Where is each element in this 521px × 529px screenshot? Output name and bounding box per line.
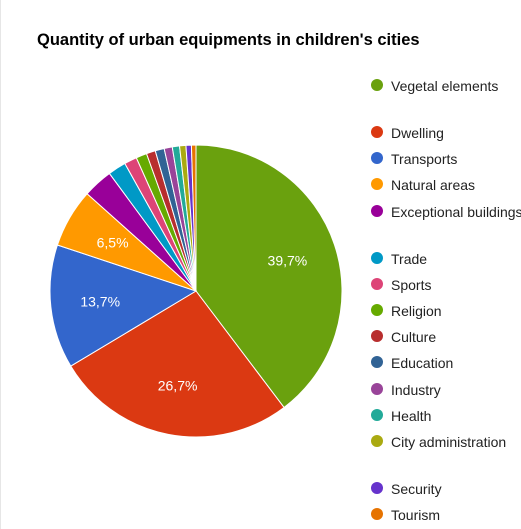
slice-data-label: 26,7% — [158, 378, 198, 394]
legend-item[interactable]: Education — [371, 354, 521, 373]
slice-data-label: 39,7% — [268, 252, 308, 268]
legend-swatch — [371, 408, 383, 421]
legend-item[interactable]: Industry — [371, 381, 521, 400]
legend-label: Culture — [391, 329, 437, 346]
legend-item[interactable]: Exceptional buildings — [371, 203, 521, 222]
legend-label: Sports — [391, 276, 432, 293]
legend-swatch — [371, 204, 383, 217]
legend-label: Religion — [391, 303, 442, 319]
slice-data-label: 13,7% — [80, 294, 120, 310]
legend-item[interactable]: Natural areas — [371, 176, 521, 195]
pie-slice-2[interactable] — [49, 244, 198, 367]
legend-label: Health — [391, 407, 432, 424]
legend-label: City administration — [391, 434, 507, 450]
legend-swatch — [371, 435, 383, 447]
legend-swatch — [371, 152, 383, 165]
pie-slice-0[interactable] — [195, 144, 343, 409]
legend-swatch — [371, 251, 383, 264]
legend-item[interactable]: Dwelling — [371, 124, 521, 143]
legend-swatch — [371, 482, 383, 494]
pie-slice-1[interactable] — [70, 290, 285, 438]
legend-label: Education — [391, 355, 454, 372]
legend-label: Security — [391, 481, 442, 497]
legend-label: Transports — [391, 151, 458, 168]
legend-item[interactable]: Trade — [371, 250, 521, 269]
legend-swatch — [371, 330, 383, 343]
legend-label: Dwelling — [391, 125, 444, 141]
legend-item[interactable]: Culture — [371, 328, 521, 347]
legend-item[interactable]: Religion — [371, 302, 521, 321]
legend-swatch — [371, 304, 383, 316]
legend-item[interactable]: City administration — [371, 433, 521, 452]
chart-title: Quantity of urban equipments in children… — [37, 31, 420, 49]
legend-item[interactable]: Health — [371, 407, 521, 426]
legend-item[interactable]: Transports — [371, 150, 521, 169]
pie-slice-14[interactable] — [190, 144, 197, 292]
legend-swatch — [371, 382, 383, 395]
legend-label: Tourism — [391, 507, 441, 524]
legend-swatch — [371, 126, 383, 138]
legend-swatch — [371, 508, 383, 521]
legend-swatch — [371, 356, 383, 369]
legend-swatch — [371, 277, 383, 290]
legend-item[interactable]: Sports — [371, 276, 521, 295]
legend-swatch — [371, 178, 383, 191]
slice-data-label: 6,5% — [97, 235, 129, 251]
legend-item[interactable]: Tourism — [371, 506, 521, 525]
legend-swatch — [371, 79, 383, 91]
legend-label: Natural areas — [391, 177, 476, 194]
legend-item[interactable]: Security — [371, 480, 521, 499]
legend-label: Vegetal elements — [391, 78, 499, 94]
legend-label: Trade — [391, 250, 428, 267]
legend-label: Exceptional buildings — [391, 203, 521, 220]
legend-label: Industry — [391, 381, 441, 398]
legend-item[interactable]: Vegetal elements — [371, 77, 521, 96]
